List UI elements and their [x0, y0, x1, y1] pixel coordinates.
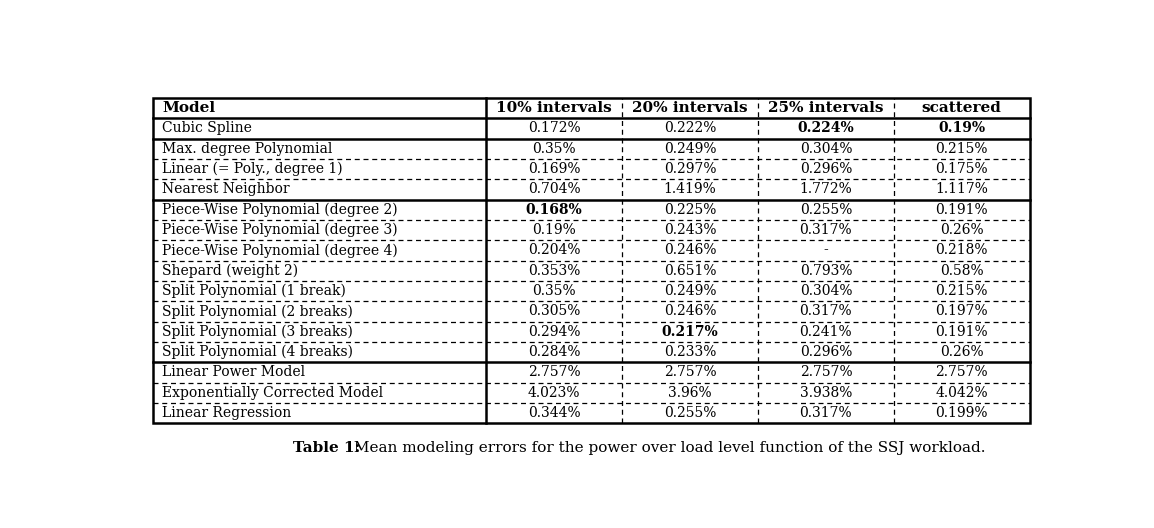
Text: 0.26%: 0.26%: [939, 345, 983, 359]
Text: 0.218%: 0.218%: [936, 243, 988, 257]
Text: 2.757%: 2.757%: [527, 365, 580, 379]
Text: Shepard (weight 2): Shepard (weight 2): [162, 263, 298, 278]
Text: 0.169%: 0.169%: [527, 162, 580, 176]
Text: 0.317%: 0.317%: [800, 304, 852, 318]
Text: 0.217%: 0.217%: [661, 325, 719, 338]
Text: 1.772%: 1.772%: [800, 182, 853, 196]
Text: 25% intervals: 25% intervals: [769, 101, 884, 115]
Text: Split Polynomial (2 breaks): Split Polynomial (2 breaks): [162, 304, 353, 318]
Text: 0.26%: 0.26%: [939, 223, 983, 237]
Text: Exponentially Corrected Model: Exponentially Corrected Model: [162, 385, 383, 400]
Text: 0.191%: 0.191%: [936, 203, 988, 216]
Text: 1.419%: 1.419%: [664, 182, 717, 196]
Text: 0.284%: 0.284%: [527, 345, 580, 359]
Text: 0.296%: 0.296%: [800, 162, 852, 176]
Text: Split Polynomial (4 breaks): Split Polynomial (4 breaks): [162, 345, 353, 359]
Text: 0.317%: 0.317%: [800, 223, 852, 237]
Text: 0.19%: 0.19%: [532, 223, 576, 237]
Text: 2.757%: 2.757%: [664, 365, 717, 379]
Text: Linear Power Model: Linear Power Model: [162, 365, 306, 379]
Text: Max. degree Polynomial: Max. degree Polynomial: [162, 142, 332, 156]
Text: 0.651%: 0.651%: [664, 263, 717, 278]
Text: 2.757%: 2.757%: [800, 365, 852, 379]
Text: 0.197%: 0.197%: [936, 304, 988, 318]
Text: 0.246%: 0.246%: [664, 243, 717, 257]
Text: 0.246%: 0.246%: [664, 304, 717, 318]
Text: 0.225%: 0.225%: [664, 203, 717, 216]
Text: 0.304%: 0.304%: [800, 284, 852, 298]
Text: 0.297%: 0.297%: [664, 162, 717, 176]
Text: 0.296%: 0.296%: [800, 345, 852, 359]
Text: 0.199%: 0.199%: [936, 406, 988, 420]
Text: 20% intervals: 20% intervals: [632, 101, 748, 115]
Text: 1.117%: 1.117%: [935, 182, 988, 196]
Text: 0.793%: 0.793%: [800, 263, 852, 278]
Text: Nearest Neighbor: Nearest Neighbor: [162, 182, 290, 196]
Text: -: -: [824, 243, 829, 257]
Text: 0.233%: 0.233%: [664, 345, 717, 359]
Text: 0.305%: 0.305%: [529, 304, 580, 318]
Text: 0.191%: 0.191%: [936, 325, 988, 338]
Text: 0.215%: 0.215%: [936, 142, 988, 156]
Text: 0.175%: 0.175%: [936, 162, 988, 176]
Text: Split Polynomial (3 breaks): Split Polynomial (3 breaks): [162, 325, 353, 339]
Text: 3.96%: 3.96%: [668, 385, 712, 400]
Text: 0.215%: 0.215%: [936, 284, 988, 298]
Text: 3.938%: 3.938%: [800, 385, 852, 400]
Text: 0.704%: 0.704%: [527, 182, 580, 196]
Text: 0.344%: 0.344%: [527, 406, 580, 420]
Text: Mean modeling errors for the power over load level function of the SSJ workload.: Mean modeling errors for the power over …: [350, 440, 986, 455]
Text: Piece-Wise Polynomial (degree 4): Piece-Wise Polynomial (degree 4): [162, 243, 398, 258]
Text: 0.241%: 0.241%: [800, 325, 852, 338]
Text: 4.023%: 4.023%: [527, 385, 580, 400]
Text: 0.255%: 0.255%: [664, 406, 717, 420]
Text: Piece-Wise Polynomial (degree 2): Piece-Wise Polynomial (degree 2): [162, 203, 398, 217]
Text: 0.204%: 0.204%: [527, 243, 580, 257]
Text: Linear Regression: Linear Regression: [162, 406, 292, 420]
Text: 0.249%: 0.249%: [664, 142, 717, 156]
Text: scattered: scattered: [922, 101, 1002, 115]
Text: Table 1:: Table 1:: [293, 440, 360, 455]
Text: 0.168%: 0.168%: [526, 203, 583, 216]
Text: 0.58%: 0.58%: [939, 263, 983, 278]
Text: 2.757%: 2.757%: [936, 365, 988, 379]
Text: 4.042%: 4.042%: [936, 385, 988, 400]
Text: 0.243%: 0.243%: [664, 223, 717, 237]
Text: 0.172%: 0.172%: [527, 121, 580, 135]
Text: 0.35%: 0.35%: [532, 142, 576, 156]
Text: 0.294%: 0.294%: [527, 325, 580, 338]
Text: 0.353%: 0.353%: [529, 263, 580, 278]
Text: Split Polynomial (1 break): Split Polynomial (1 break): [162, 284, 346, 298]
Text: 0.224%: 0.224%: [797, 121, 854, 135]
Bar: [153, 98, 1029, 423]
Text: 0.255%: 0.255%: [800, 203, 852, 216]
Text: Cubic Spline: Cubic Spline: [162, 121, 252, 135]
Text: 0.249%: 0.249%: [664, 284, 717, 298]
Text: Linear (= Poly., degree 1): Linear (= Poly., degree 1): [162, 162, 343, 176]
Text: Piece-Wise Polynomial (degree 3): Piece-Wise Polynomial (degree 3): [162, 223, 398, 237]
Text: 0.304%: 0.304%: [800, 142, 852, 156]
Text: 0.222%: 0.222%: [664, 121, 717, 135]
Text: 10% intervals: 10% intervals: [496, 101, 612, 115]
Text: 0.317%: 0.317%: [800, 406, 852, 420]
Text: 0.35%: 0.35%: [532, 284, 576, 298]
Text: 0.19%: 0.19%: [938, 121, 986, 135]
Text: Model: Model: [162, 101, 216, 115]
